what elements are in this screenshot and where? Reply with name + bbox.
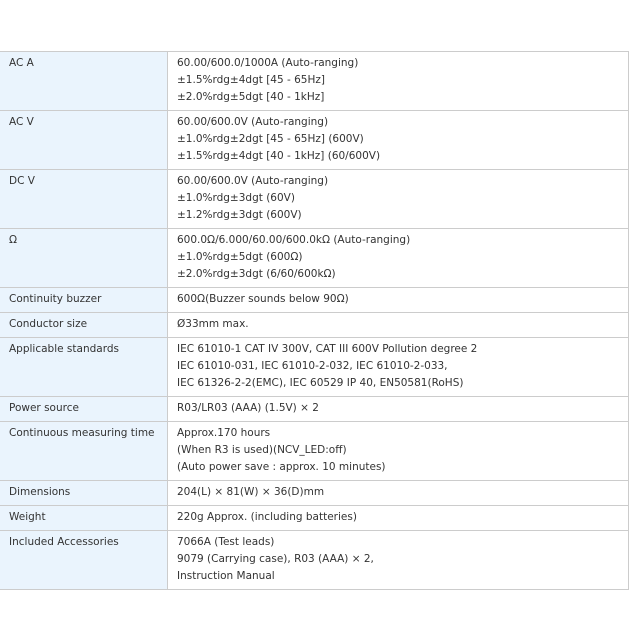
spec-label: Continuous measuring time xyxy=(0,421,168,481)
spec-value-line: 204(L) × 81(W) × 36(D)mm xyxy=(177,486,325,498)
spec-value-line: 60.00/600.0V (Auto-ranging) xyxy=(177,175,329,187)
spec-value-line: ±1.5%rdg±4dgt [40 - 1kHz] (60/600V) xyxy=(177,150,381,162)
spec-value-line: 7066A (Test leads) xyxy=(177,536,275,548)
spec-label: Conductor size xyxy=(0,312,168,338)
spec-row: Included Accessories 7066A (Test leads) 90… xyxy=(0,530,629,590)
spec-row: Conductor size Ø33mm max. xyxy=(0,312,629,338)
spec-row: Weight 220g Approx. (including batteries) xyxy=(0,505,629,531)
spec-value: IEC 61010-1 CAT IV 300V, CAT III 600V Po… xyxy=(167,337,629,397)
spec-label: DC V xyxy=(0,169,168,229)
spec-value-line: ±2.0%rdg±5dgt [40 - 1kHz] xyxy=(177,91,325,103)
spec-row: Ω 600.0Ω/6.000/60.00/600.0kΩ (Auto-rangin… xyxy=(0,228,629,288)
spec-value-line: 60.00/600.0V (Auto-ranging) xyxy=(177,116,329,128)
spec-value-line: (Auto power save : approx. 10 minutes) xyxy=(177,461,386,473)
spec-value-line: Ø33mm max. xyxy=(177,318,249,330)
spec-label: Continuity buzzer xyxy=(0,287,168,313)
spec-value-line: 9079 (Carrying case), R03 (AAA) × 2, xyxy=(177,553,374,565)
spec-row: Continuity buzzer 600Ω(Buzzer sounds belo… xyxy=(0,287,629,313)
spec-value-line: Instruction Manual xyxy=(177,570,275,582)
spec-value: 204(L) × 81(W) × 36(D)mm xyxy=(167,480,629,506)
spec-value-line: ±1.2%rdg±3dgt (600V) xyxy=(177,209,302,221)
spec-value: 60.00/600.0V (Auto-ranging) ±1.0%rdg±3dgt… xyxy=(167,169,629,229)
spec-value: Ø33mm max. xyxy=(167,312,629,338)
spec-row: AC V 60.00/600.0V (Auto-ranging) ±1.0%rdg±… xyxy=(0,110,629,170)
spec-row: AC A 60.00/600.0/1000A (Auto-ranging) ±1.5… xyxy=(0,51,629,111)
spec-table: AC A 60.00/600.0/1000A (Auto-ranging) ±1.5… xyxy=(0,51,629,590)
spec-row: Continuous measuring time Approx.170 hour… xyxy=(0,421,629,481)
spec-value: R03/LR03 (AAA) (1.5V) × 2 xyxy=(167,396,629,422)
spec-value-line: ±2.0%rdg±3dgt (6/60/600kΩ) xyxy=(177,268,336,280)
spec-value: 600.0Ω/6.000/60.00/600.0kΩ (Auto-ranging… xyxy=(167,228,629,288)
spec-value-line: ±1.0%rdg±3dgt (60V) xyxy=(177,192,295,204)
spec-label: Dimensions xyxy=(0,480,168,506)
spec-row: DC V 60.00/600.0V (Auto-ranging) ±1.0%rdg±… xyxy=(0,169,629,229)
spec-value-line: ±1.0%rdg±2dgt [45 - 65Hz] (600V) xyxy=(177,133,364,145)
spec-label: Included Accessories xyxy=(0,530,168,590)
spec-row: Dimensions 204(L) × 81(W) × 36(D)mm xyxy=(0,480,629,506)
spec-label: AC V xyxy=(0,110,168,170)
spec-value-line: (When R3 is used)(NCV_LED:off) xyxy=(177,444,347,456)
spec-value-line: 600.0Ω/6.000/60.00/600.0kΩ (Auto-ranging… xyxy=(177,234,411,246)
spec-label: Weight xyxy=(0,505,168,531)
spec-value: 220g Approx. (including batteries) xyxy=(167,505,629,531)
spec-value-line: IEC 61010-1 CAT IV 300V, CAT III 600V Po… xyxy=(177,343,478,355)
spec-row: Power source R03/LR03 (AAA) (1.5V) × 2 xyxy=(0,396,629,422)
spec-value: Approx.170 hours (When R3 is used)(NCV_LE… xyxy=(167,421,629,481)
spec-value: 7066A (Test leads) 9079 (Carrying case), … xyxy=(167,530,629,590)
spec-value-line: ±1.5%rdg±4dgt [45 - 65Hz] xyxy=(177,74,325,86)
spec-value-line: IEC 61010-031, IEC 61010-2-032, IEC 6101… xyxy=(177,360,448,372)
spec-value-line: IEC 61326-2-2(EMC), IEC 60529 IP 40, EN5… xyxy=(177,377,464,389)
spec-label: Ω xyxy=(0,228,168,288)
spec-value-line: 220g Approx. (including batteries) xyxy=(177,511,357,523)
spec-label: Power source xyxy=(0,396,168,422)
spec-value-line: 600Ω(Buzzer sounds below 90Ω) xyxy=(177,293,349,305)
spec-label: AC A xyxy=(0,51,168,111)
spec-value: 600Ω(Buzzer sounds below 90Ω) xyxy=(167,287,629,313)
spec-value: 60.00/600.0/1000A (Auto-ranging) ±1.5%rdg… xyxy=(167,51,629,111)
spec-value-line: R03/LR03 (AAA) (1.5V) × 2 xyxy=(177,402,319,414)
spec-value-line: ±1.0%rdg±5dgt (600Ω) xyxy=(177,251,303,263)
spec-value-line: Approx.170 hours xyxy=(177,427,271,439)
spec-row: Applicable standards IEC 61010-1 CAT IV 3… xyxy=(0,337,629,397)
spec-value: 60.00/600.0V (Auto-ranging) ±1.0%rdg±2dgt… xyxy=(167,110,629,170)
spec-value-line: 60.00/600.0/1000A (Auto-ranging) xyxy=(177,57,359,69)
spec-label: Applicable standards xyxy=(0,337,168,397)
